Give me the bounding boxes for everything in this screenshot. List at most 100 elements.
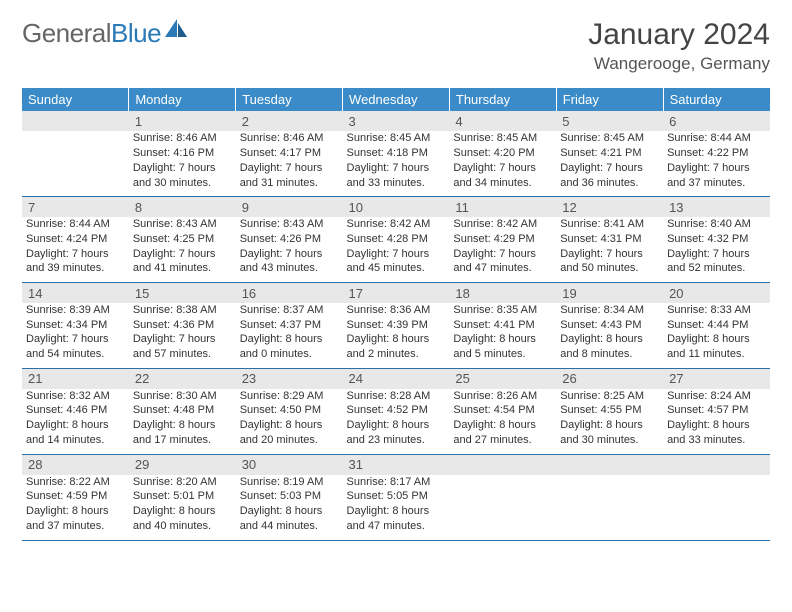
sunset-line: Sunset: 4:50 PM (240, 403, 339, 418)
day-of-week-header: Tuesday (236, 88, 343, 111)
daylight-line-1: Daylight: 7 hours (453, 161, 552, 176)
sunrise-line: Sunrise: 8:46 AM (240, 131, 339, 146)
day-cell: Sunrise: 8:38 AMSunset: 4:36 PMDaylight:… (129, 303, 236, 369)
day-of-week-header: Friday (556, 88, 663, 111)
daylight-line-2: and 57 minutes. (133, 347, 232, 362)
sunset-line: Sunset: 4:52 PM (347, 403, 446, 418)
title-block: January 2024 Wangerooge, Germany (588, 18, 770, 74)
daylight-line-2: and 34 minutes. (453, 176, 552, 191)
week-row: Sunrise: 8:39 AMSunset: 4:34 PMDaylight:… (22, 303, 770, 369)
day-cell: Sunrise: 8:45 AMSunset: 4:20 PMDaylight:… (449, 131, 556, 197)
day-cell: Sunrise: 8:39 AMSunset: 4:34 PMDaylight:… (22, 303, 129, 369)
sunset-line: Sunset: 5:05 PM (347, 489, 446, 504)
sunrise-line: Sunrise: 8:45 AM (347, 131, 446, 146)
day-cell: Sunrise: 8:19 AMSunset: 5:03 PMDaylight:… (236, 475, 343, 541)
sunset-line: Sunset: 4:39 PM (347, 318, 446, 333)
day-cell: Sunrise: 8:26 AMSunset: 4:54 PMDaylight:… (449, 389, 556, 455)
day-cell: Sunrise: 8:41 AMSunset: 4:31 PMDaylight:… (556, 217, 663, 283)
day-cell: Sunrise: 8:32 AMSunset: 4:46 PMDaylight:… (22, 389, 129, 455)
daylight-line-1: Daylight: 8 hours (26, 504, 125, 519)
sunset-line: Sunset: 4:46 PM (26, 403, 125, 418)
day-number-cell: 25 (449, 369, 556, 389)
sunrise-line: Sunrise: 8:33 AM (667, 303, 766, 318)
day-cell: Sunrise: 8:17 AMSunset: 5:05 PMDaylight:… (343, 475, 450, 541)
sunset-line: Sunset: 4:24 PM (26, 232, 125, 247)
day-number-cell: 4 (449, 111, 556, 131)
week-row: Sunrise: 8:22 AMSunset: 4:59 PMDaylight:… (22, 475, 770, 541)
sunset-line: Sunset: 4:37 PM (240, 318, 339, 333)
week-row: Sunrise: 8:46 AMSunset: 4:16 PMDaylight:… (22, 131, 770, 197)
day-number-cell: 7 (22, 197, 129, 217)
day-number-cell: 20 (663, 283, 770, 303)
day-number-cell (556, 455, 663, 475)
day-cell: Sunrise: 8:37 AMSunset: 4:37 PMDaylight:… (236, 303, 343, 369)
week-row: Sunrise: 8:44 AMSunset: 4:24 PMDaylight:… (22, 217, 770, 283)
day-number-cell: 9 (236, 197, 343, 217)
day-number-cell: 27 (663, 369, 770, 389)
day-number-cell (22, 111, 129, 131)
daylight-line-2: and 43 minutes. (240, 261, 339, 276)
day-number-cell: 5 (556, 111, 663, 131)
sunrise-line: Sunrise: 8:22 AM (26, 475, 125, 490)
sunrise-line: Sunrise: 8:42 AM (347, 217, 446, 232)
sunset-line: Sunset: 4:32 PM (667, 232, 766, 247)
day-cell: Sunrise: 8:44 AMSunset: 4:24 PMDaylight:… (22, 217, 129, 283)
day-cell: Sunrise: 8:22 AMSunset: 4:59 PMDaylight:… (22, 475, 129, 541)
day-cell: Sunrise: 8:30 AMSunset: 4:48 PMDaylight:… (129, 389, 236, 455)
day-number-row: 21222324252627 (22, 369, 770, 389)
sunset-line: Sunset: 4:25 PM (133, 232, 232, 247)
daylight-line-1: Daylight: 7 hours (133, 332, 232, 347)
sunset-line: Sunset: 5:03 PM (240, 489, 339, 504)
day-number-cell (663, 455, 770, 475)
sunset-line: Sunset: 4:22 PM (667, 146, 766, 161)
day-cell: Sunrise: 8:40 AMSunset: 4:32 PMDaylight:… (663, 217, 770, 283)
day-number-cell: 6 (663, 111, 770, 131)
day-cell: Sunrise: 8:42 AMSunset: 4:28 PMDaylight:… (343, 217, 450, 283)
day-number-cell: 31 (343, 455, 450, 475)
daylight-line-1: Daylight: 8 hours (347, 504, 446, 519)
day-number-cell: 29 (129, 455, 236, 475)
day-of-week-header: Saturday (663, 88, 770, 111)
day-cell: Sunrise: 8:45 AMSunset: 4:21 PMDaylight:… (556, 131, 663, 197)
day-number-cell: 14 (22, 283, 129, 303)
daylight-line-1: Daylight: 7 hours (133, 161, 232, 176)
day-cell (556, 475, 663, 541)
daylight-line-1: Daylight: 8 hours (133, 504, 232, 519)
daylight-line-1: Daylight: 7 hours (26, 247, 125, 262)
day-number-row: 78910111213 (22, 197, 770, 217)
day-cell: Sunrise: 8:43 AMSunset: 4:26 PMDaylight:… (236, 217, 343, 283)
daylight-line-1: Daylight: 8 hours (453, 418, 552, 433)
daylight-line-2: and 33 minutes. (667, 433, 766, 448)
calendar-table: SundayMondayTuesdayWednesdayThursdayFrid… (22, 88, 770, 541)
daylight-line-2: and 50 minutes. (560, 261, 659, 276)
daylight-line-2: and 17 minutes. (133, 433, 232, 448)
sunrise-line: Sunrise: 8:34 AM (560, 303, 659, 318)
daylight-line-2: and 52 minutes. (667, 261, 766, 276)
sunrise-line: Sunrise: 8:44 AM (667, 131, 766, 146)
sunset-line: Sunset: 4:54 PM (453, 403, 552, 418)
day-number-cell: 2 (236, 111, 343, 131)
sunrise-line: Sunrise: 8:43 AM (240, 217, 339, 232)
day-number-cell: 26 (556, 369, 663, 389)
day-number-cell: 1 (129, 111, 236, 131)
day-cell (449, 475, 556, 541)
day-number-cell: 16 (236, 283, 343, 303)
sunrise-line: Sunrise: 8:26 AM (453, 389, 552, 404)
sunset-line: Sunset: 4:55 PM (560, 403, 659, 418)
sunrise-line: Sunrise: 8:42 AM (453, 217, 552, 232)
day-cell: Sunrise: 8:36 AMSunset: 4:39 PMDaylight:… (343, 303, 450, 369)
daylight-line-2: and 54 minutes. (26, 347, 125, 362)
sunset-line: Sunset: 4:48 PM (133, 403, 232, 418)
day-cell: Sunrise: 8:46 AMSunset: 4:16 PMDaylight:… (129, 131, 236, 197)
sunrise-line: Sunrise: 8:19 AM (240, 475, 339, 490)
sunset-line: Sunset: 4:34 PM (26, 318, 125, 333)
day-cell: Sunrise: 8:35 AMSunset: 4:41 PMDaylight:… (449, 303, 556, 369)
sunset-line: Sunset: 4:31 PM (560, 232, 659, 247)
day-number-cell: 13 (663, 197, 770, 217)
daylight-line-2: and 14 minutes. (26, 433, 125, 448)
day-cell: Sunrise: 8:34 AMSunset: 4:43 PMDaylight:… (556, 303, 663, 369)
sunset-line: Sunset: 4:59 PM (26, 489, 125, 504)
day-number-cell: 17 (343, 283, 450, 303)
sunset-line: Sunset: 4:26 PM (240, 232, 339, 247)
day-cell: Sunrise: 8:24 AMSunset: 4:57 PMDaylight:… (663, 389, 770, 455)
